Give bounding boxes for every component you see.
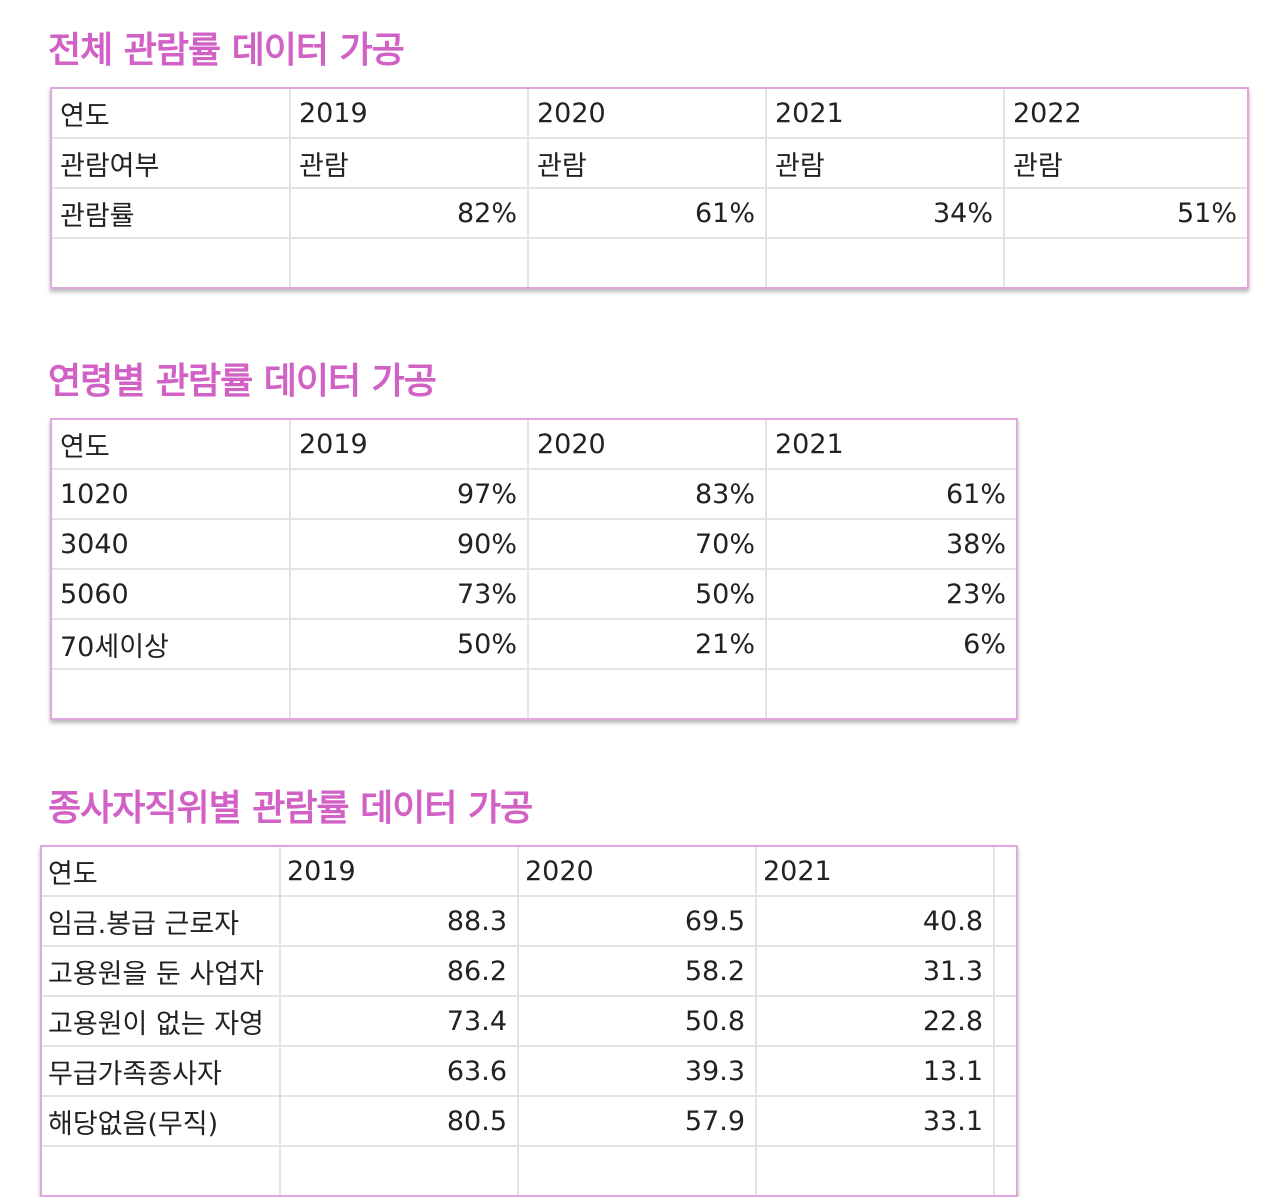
table-cell[interactable]: 23% <box>766 569 1016 620</box>
table-cell[interactable]: 86.2 <box>280 946 519 997</box>
empty-cell[interactable] <box>994 847 1016 897</box>
empty-cell[interactable] <box>994 1096 1016 1147</box>
table-row: 70세이상 50% 21% 6% <box>52 619 1016 670</box>
table-cell[interactable]: 38% <box>766 519 1016 570</box>
table-cell[interactable]: 관람 <box>528 138 767 189</box>
table-cell[interactable]: 50% <box>528 569 767 620</box>
table-cell[interactable]: 관람 <box>290 138 529 189</box>
header-cell[interactable]: 2019 <box>290 420 529 470</box>
header-cell[interactable]: 2019 <box>290 89 529 139</box>
empty-cell[interactable] <box>994 1046 1016 1097</box>
table-row: 고용원이 없는 자영 73.4 50.8 22.8 <box>42 996 1016 1047</box>
table-row: 무급가족종사자 63.6 39.3 13.1 <box>42 1046 1016 1097</box>
table-cell[interactable]: 90% <box>290 519 529 570</box>
header-cell[interactable]: 2019 <box>280 847 519 897</box>
empty-cell[interactable] <box>994 896 1016 947</box>
table-cell[interactable]: 73% <box>290 569 529 620</box>
table-cell[interactable]: 50.8 <box>518 996 757 1047</box>
section-title-employment-status: 종사자직위별 관람률 데이터 가공 <box>48 788 533 829</box>
overall-viewing-rate-table: 연도 2019 2020 2021 2022 관람여부 관람 관람 관람 관람 … <box>50 87 1249 289</box>
section-title-age: 연령별 관람률 데이터 가공 <box>48 361 437 402</box>
row-label-cell[interactable]: 고용원이 없는 자영 <box>42 996 281 1047</box>
row-label-cell[interactable]: 1020 <box>52 469 291 520</box>
table-cell[interactable]: 40.8 <box>756 896 995 947</box>
table-row: 고용원을 둔 사업자 86.2 58.2 31.3 <box>42 946 1016 997</box>
table-row: 5060 73% 50% 23% <box>52 569 1016 620</box>
row-label-cell[interactable]: 고용원을 둔 사업자 <box>42 946 281 997</box>
table-cell[interactable]: 21% <box>528 619 767 670</box>
table-cell[interactable]: 51% <box>1004 188 1247 239</box>
empty-row <box>42 1146 1016 1195</box>
empty-cell[interactable] <box>994 996 1016 1047</box>
table-row: 관람여부 관람 관람 관람 관람 <box>52 138 1247 189</box>
section-title-overall: 전체 관람률 데이터 가공 <box>48 30 405 71</box>
row-label-cell[interactable]: 70세이상 <box>52 619 291 670</box>
header-cell[interactable]: 2021 <box>756 847 995 897</box>
empty-row <box>52 238 1247 287</box>
empty-row <box>52 669 1016 718</box>
table-row: 관람률 82% 61% 34% 51% <box>52 188 1247 239</box>
table-cell[interactable]: 61% <box>766 469 1016 520</box>
table-row: 임금.봉급 근로자 88.3 69.5 40.8 <box>42 896 1016 947</box>
table-cell[interactable]: 82% <box>290 188 529 239</box>
table-cell[interactable]: 33.1 <box>756 1096 995 1147</box>
table-cell[interactable]: 69.5 <box>518 896 757 947</box>
row-label-cell[interactable]: 임금.봉급 근로자 <box>42 896 281 947</box>
row-label-cell[interactable]: 3040 <box>52 519 291 570</box>
table-cell[interactable]: 88.3 <box>280 896 519 947</box>
table-header-row: 연도 2019 2020 2021 2022 <box>52 89 1247 139</box>
table-cell[interactable]: 관람 <box>766 138 1005 189</box>
table-cell[interactable]: 31.3 <box>756 946 995 997</box>
table-cell[interactable]: 61% <box>528 188 767 239</box>
row-label-cell[interactable]: 무급가족종사자 <box>42 1046 281 1097</box>
table-cell[interactable]: 83% <box>528 469 767 520</box>
table-cell[interactable]: 39.3 <box>518 1046 757 1097</box>
table-row: 1020 97% 83% 61% <box>52 469 1016 520</box>
header-cell[interactable]: 2020 <box>528 89 767 139</box>
empty-cell[interactable] <box>994 946 1016 997</box>
table-cell[interactable]: 50% <box>290 619 529 670</box>
row-label-cell[interactable]: 관람률 <box>52 188 291 239</box>
table-cell[interactable]: 80.5 <box>280 1096 519 1147</box>
table-cell[interactable]: 22.8 <box>756 996 995 1047</box>
header-cell[interactable]: 2022 <box>1004 89 1247 139</box>
table-cell[interactable]: 63.6 <box>280 1046 519 1097</box>
age-viewing-rate-table: 연도 2019 2020 2021 1020 97% 83% 61% 3040 … <box>50 418 1018 720</box>
table-cell[interactable]: 6% <box>766 619 1016 670</box>
employment-status-viewing-rate-table: 연도 2019 2020 2021 임금.봉급 근로자 88.3 69.5 40… <box>40 845 1018 1197</box>
row-label-cell[interactable]: 해당없음(무직) <box>42 1096 281 1147</box>
table-header-row: 연도 2019 2020 2021 <box>52 420 1016 470</box>
header-cell[interactable]: 연도 <box>52 89 291 139</box>
header-cell[interactable]: 연도 <box>52 420 291 470</box>
header-cell[interactable]: 2021 <box>766 420 1016 470</box>
table-cell[interactable]: 57.9 <box>518 1096 757 1147</box>
table-cell[interactable]: 58.2 <box>518 946 757 997</box>
table-cell[interactable]: 70% <box>528 519 767 570</box>
table-row: 3040 90% 70% 38% <box>52 519 1016 570</box>
table-cell[interactable]: 73.4 <box>280 996 519 1047</box>
header-cell[interactable]: 2020 <box>528 420 767 470</box>
header-cell[interactable]: 연도 <box>42 847 281 897</box>
row-label-cell[interactable]: 5060 <box>52 569 291 620</box>
table-header-row: 연도 2019 2020 2021 <box>42 847 1016 897</box>
row-label-cell[interactable]: 관람여부 <box>52 138 291 189</box>
table-cell[interactable]: 관람 <box>1004 138 1247 189</box>
table-cell[interactable]: 34% <box>766 188 1005 239</box>
table-cell[interactable]: 13.1 <box>756 1046 995 1097</box>
table-row: 해당없음(무직) 80.5 57.9 33.1 <box>42 1096 1016 1147</box>
table-cell[interactable]: 97% <box>290 469 529 520</box>
header-cell[interactable]: 2021 <box>766 89 1005 139</box>
header-cell[interactable]: 2020 <box>518 847 757 897</box>
